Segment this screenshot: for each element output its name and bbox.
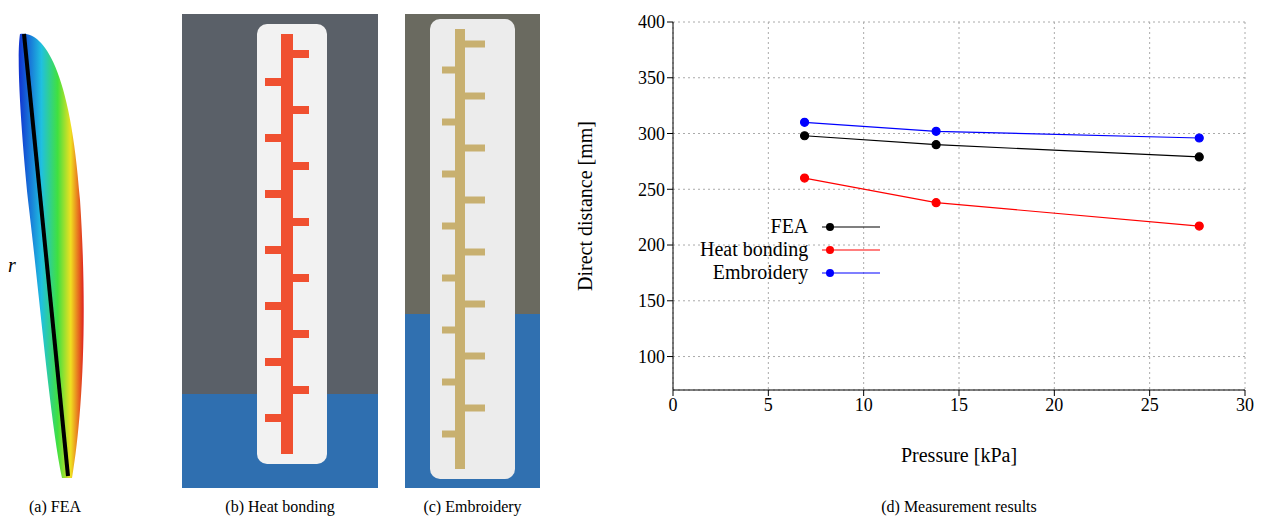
svg-text:Direct distance [mm]: Direct distance [mm]	[574, 121, 596, 291]
svg-text:30: 30	[1236, 395, 1254, 415]
html-text:Heat bonding: Heat bonding	[700, 238, 809, 260]
svg-text:300: 300	[638, 124, 665, 144]
svg-text:15: 15	[950, 395, 968, 415]
html-text:(b) Heat bonding: (b) Heat bonding	[225, 498, 335, 515]
svg-text:0: 0	[669, 395, 678, 415]
svg-text:r: r	[8, 254, 16, 276]
svg-text:150: 150	[638, 291, 665, 311]
html-text:FEA: FEA	[770, 215, 809, 237]
html-text:(c) Embroidery: (c) Embroidery	[423, 498, 522, 515]
html-text:(d) Measurement results: (d) Measurement results	[881, 498, 1037, 515]
svg-text:Pressure [kPa]: Pressure [kPa]	[901, 444, 1017, 466]
html-text:Embroidery: Embroidery	[712, 261, 809, 283]
svg-text:400: 400	[638, 12, 665, 32]
svg-text:250: 250	[638, 180, 665, 200]
svg-text:5: 5	[764, 395, 773, 415]
svg-text:200: 200	[638, 235, 665, 255]
svg-text:100: 100	[638, 347, 665, 367]
svg-text:20: 20	[1045, 395, 1063, 415]
svg-text:350: 350	[638, 68, 665, 88]
svg-text:10: 10	[855, 395, 873, 415]
html-text:(a) FEA: (a) FEA	[29, 498, 81, 515]
svg-text:25: 25	[1141, 395, 1159, 415]
